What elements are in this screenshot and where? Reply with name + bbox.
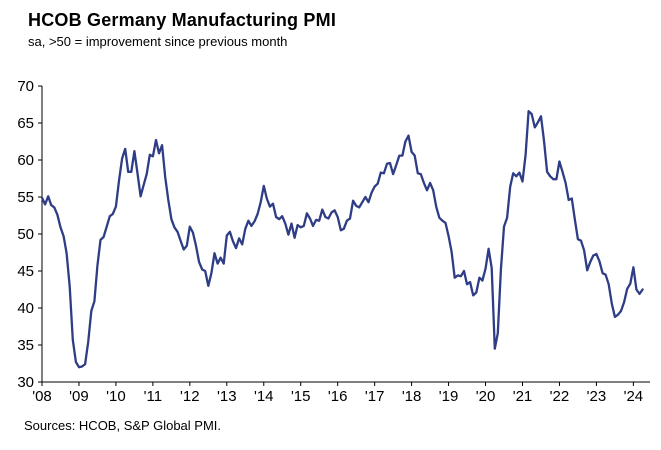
x-axis-label: '15 [291, 388, 311, 405]
x-axis-label: '24 [624, 388, 644, 405]
y-axis-label: 70 [17, 78, 34, 95]
chart-subtitle: sa, >50 = improvement since previous mon… [28, 34, 288, 49]
x-axis-label: '16 [328, 388, 348, 405]
x-axis-label: '23 [587, 388, 607, 405]
x-axis-label: '11 [144, 388, 162, 405]
x-axis-label: '22 [550, 388, 570, 405]
chart-area: 30 35 40 45 50 55 60 65 70 '08 '09 '10 '11 '12 '13 '14 '… [0, 56, 661, 412]
pmi-series-line [40, 110, 644, 369]
y-axis-label: 35 [17, 337, 34, 354]
x-axis-label: '09 [69, 388, 89, 405]
y-axis-label: 40 [17, 300, 34, 317]
y-axis-label: 65 [17, 115, 34, 132]
x-axis-label: '08 [32, 388, 52, 405]
chart-title: HCOB Germany Manufacturing PMI [28, 10, 337, 30]
y-axis-label: 30 [17, 374, 34, 391]
x-axis-label: '14 [254, 388, 274, 405]
x-axis-label: '19 [439, 388, 459, 405]
y-axis-label: 55 [17, 189, 34, 206]
pmi-line-chart: 30 35 40 45 50 55 60 65 70 '08 '09 '10 '11 '12 '13 '14 '… [17, 78, 650, 405]
x-axis-label: '21 [513, 388, 533, 405]
y-axis-label: 60 [17, 152, 34, 169]
x-axis-label: '17 [365, 388, 385, 405]
x-axis-label: '12 [180, 388, 200, 405]
source-note: Sources: HCOB, S&P Global PMI. [24, 418, 221, 433]
y-axis-label: 45 [17, 263, 34, 280]
y-axis-label: 50 [17, 226, 34, 243]
x-axis-label: '10 [106, 388, 126, 405]
x-axis-label: '13 [217, 388, 237, 405]
x-axis-label: '20 [476, 388, 496, 405]
x-axis-label: '18 [402, 388, 422, 405]
